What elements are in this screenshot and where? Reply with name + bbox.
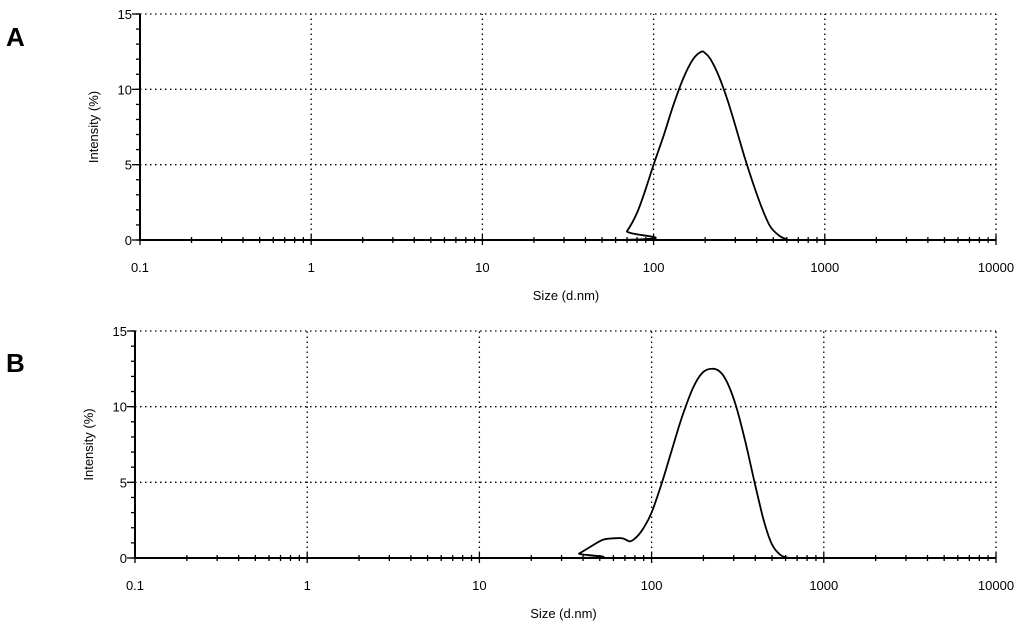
panel-label: B [6,348,25,378]
x-tick-label: 100 [641,578,663,593]
x-tick-label: 10 [472,578,486,593]
y-axis-title: Intensity (%) [81,408,96,480]
x-tick-label: 100 [643,260,665,275]
y-tick-label: 5 [125,158,132,173]
panel-label: A [6,22,25,52]
y-tick-label: 15 [113,324,127,339]
y-tick-label: 10 [118,82,132,97]
y-tick-label: 5 [120,475,127,490]
x-tick-label: 1000 [809,578,838,593]
y-tick-label: 0 [125,233,132,248]
chart-panel-B: B 0.1 1 10 100 1000 10000 0 5 10 15 Size (d.nm) Inte… [6,324,1014,621]
x-tick-label: 1000 [810,260,839,275]
x-tick-label: 0.1 [131,260,149,275]
y-tick-label: 0 [120,551,127,566]
x-tick-label: 10 [475,260,489,275]
x-tick-label: 10000 [978,260,1014,275]
x-tick-label: 1 [308,260,315,275]
x-axis-title: Size (d.nm) [530,606,596,621]
x-tick-label: 0.1 [126,578,144,593]
x-axis-title: Size (d.nm) [533,288,599,303]
y-tick-label: 10 [113,400,127,415]
y-tick-label: 15 [118,7,132,22]
y-axis-title: Intensity (%) [86,91,101,163]
x-tick-label: 1 [304,578,311,593]
chart-panel-A: A 0.1 1 10 100 1000 10000 0 5 10 15 Size (d.nm) Inte… [6,7,1014,303]
x-tick-label: 10000 [978,578,1014,593]
series-line [140,50,996,241]
series-line [135,367,996,559]
